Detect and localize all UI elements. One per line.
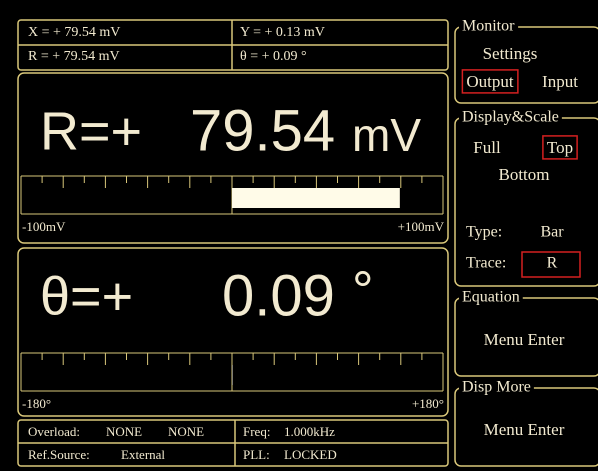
display-value: 0.09: [222, 263, 335, 328]
display-unit: mV: [352, 109, 421, 161]
menu-item[interactable]: Top: [547, 138, 573, 157]
status-label: PLL:: [243, 447, 270, 462]
setting-label: Trace:: [466, 255, 506, 272]
status-value: NONE: [168, 424, 204, 439]
screen: X = + 79.54 mV Y = + 0.13 mV R = + 79.54 m…: [0, 0, 598, 471]
setting-value: Bar: [540, 224, 564, 241]
readout: Y = + 0.13 mV: [240, 25, 325, 40]
menu-item[interactable]: Bottom: [498, 165, 549, 184]
readout: R = + 79.54 mV: [28, 49, 120, 64]
scale-label: +180°: [412, 396, 444, 411]
display-value: 79.54: [190, 98, 335, 163]
scale-label: +100mV: [398, 219, 445, 234]
menu-title: Monitor: [462, 18, 515, 35]
readout: X = + 79.54 mV: [28, 25, 120, 40]
status-value: 1.000kHz: [284, 424, 335, 439]
page: X = + 79.54 mV Y = + 0.13 mV R = + 79.54 m…: [0, 0, 598, 471]
scale-label: -180°: [22, 396, 51, 411]
status-label: Ref.Source:: [28, 447, 90, 462]
setting-value: R: [547, 255, 558, 272]
display-label: θ=+: [40, 266, 133, 326]
scale-label: -100mV: [22, 219, 66, 234]
meter-bar: [232, 365, 233, 385]
menu-item[interactable]: Settings: [483, 44, 538, 63]
status-value: NONE: [106, 424, 142, 439]
display-unit: °: [352, 260, 374, 320]
status-value: External: [121, 447, 165, 462]
status-label: Freq:: [243, 424, 270, 439]
menu-item[interactable]: Output: [466, 72, 514, 91]
menu-item[interactable]: Menu Enter: [484, 420, 565, 439]
setting-label: Type:: [466, 224, 502, 241]
display-label: R=+: [40, 101, 142, 161]
menu-title: Disp More: [462, 379, 531, 396]
menu-title: Display&Scale: [462, 109, 559, 126]
status-label: Overload:: [28, 424, 80, 439]
menu-item[interactable]: Input: [542, 72, 578, 91]
menu-title: Equation: [462, 289, 520, 306]
readout: θ = + 0.09 °: [240, 49, 307, 64]
status-value: LOCKED: [284, 447, 337, 462]
menu-item[interactable]: Full: [473, 138, 501, 157]
meter-bar: [232, 188, 400, 208]
menu-item[interactable]: Menu Enter: [484, 330, 565, 349]
